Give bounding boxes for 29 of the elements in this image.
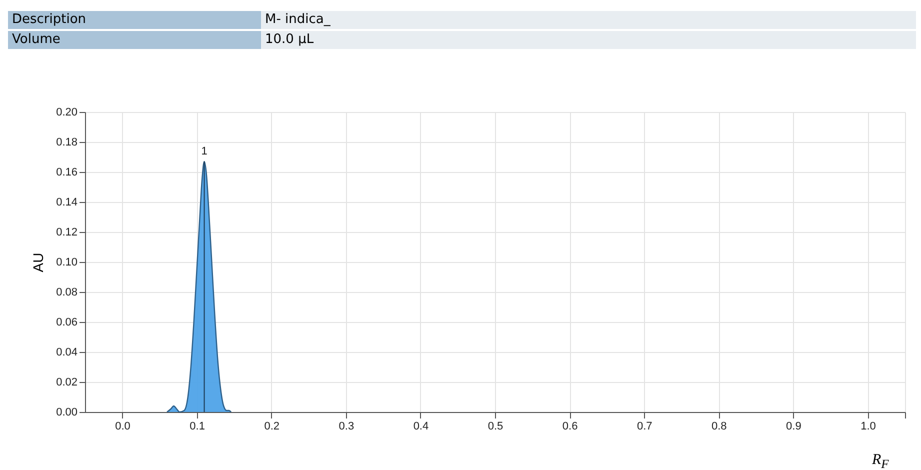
x-tick-label: 0.8 xyxy=(711,420,727,432)
y-axis-title: AU xyxy=(30,252,46,272)
x-tick-label: 1.0 xyxy=(860,420,876,432)
x-tick-label: 0.0 xyxy=(115,420,130,432)
y-tick-label: 0.08 xyxy=(56,286,78,298)
x-tick-label: 0.4 xyxy=(413,420,429,432)
x-tick-label: 0.2 xyxy=(264,420,280,432)
y-tick-label: 0.02 xyxy=(56,376,78,388)
x-tick-label: 0.3 xyxy=(338,420,354,432)
y-tick-label: 0.16 xyxy=(56,166,78,178)
y-tick-label: 0.12 xyxy=(56,226,78,238)
y-tick-label: 0.18 xyxy=(56,136,78,148)
text: Description xyxy=(8,11,261,30)
y-tick-label: 0.14 xyxy=(56,196,78,208)
annotation: 1 xyxy=(201,146,208,158)
x-tick-label: 0.9 xyxy=(786,420,802,432)
y-tick-label: 0.00 xyxy=(56,406,78,418)
y-tick-label: 0.20 xyxy=(56,106,78,118)
x-tick-label: 0.6 xyxy=(562,420,578,432)
x-tick-label: 0.1 xyxy=(190,420,205,432)
text: M- indica_ xyxy=(261,11,916,30)
x-tick-label: 0.7 xyxy=(636,420,652,432)
x-tick-label: 0.5 xyxy=(488,420,504,432)
text: Volume xyxy=(8,30,261,50)
x-axis-title: R$_{F}$ xyxy=(872,452,889,470)
text: 10.0 µL xyxy=(261,30,916,50)
y-tick-label: 0.10 xyxy=(56,256,78,268)
y-tick-label: 0.06 xyxy=(56,316,78,328)
y-tick-label: 0.04 xyxy=(56,346,78,358)
